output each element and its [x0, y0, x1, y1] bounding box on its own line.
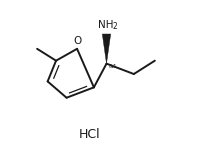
Text: O: O	[73, 36, 82, 46]
Text: NH: NH	[98, 20, 114, 30]
Polygon shape	[102, 34, 111, 64]
Text: &1: &1	[109, 64, 117, 69]
Text: HCl: HCl	[79, 128, 101, 141]
Text: 2: 2	[113, 22, 118, 31]
